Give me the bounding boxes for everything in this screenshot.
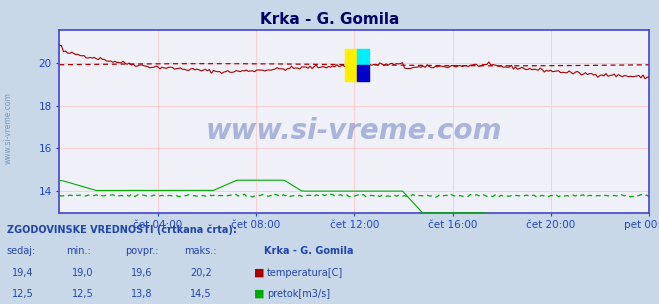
Text: www.si-vreme.com: www.si-vreme.com bbox=[3, 92, 13, 164]
Text: www.si-vreme.com: www.si-vreme.com bbox=[206, 117, 502, 145]
Text: Krka - G. Gomila: Krka - G. Gomila bbox=[264, 246, 353, 256]
Text: temperatura[C]: temperatura[C] bbox=[267, 268, 343, 278]
Text: pretok[m3/s]: pretok[m3/s] bbox=[267, 289, 330, 299]
Text: ■: ■ bbox=[254, 268, 264, 278]
Text: min.:: min.: bbox=[66, 246, 91, 256]
Bar bbox=[357, 49, 369, 65]
Text: 14,5: 14,5 bbox=[190, 289, 212, 299]
Text: maks.:: maks.: bbox=[185, 246, 217, 256]
Text: 19,4: 19,4 bbox=[13, 268, 34, 278]
Text: povpr.:: povpr.: bbox=[125, 246, 159, 256]
Text: ■: ■ bbox=[254, 289, 264, 299]
Bar bbox=[357, 65, 369, 81]
Text: Krka - G. Gomila: Krka - G. Gomila bbox=[260, 12, 399, 27]
Text: sedaj:: sedaj: bbox=[7, 246, 36, 256]
Text: 12,5: 12,5 bbox=[71, 289, 94, 299]
Bar bbox=[345, 49, 357, 81]
Text: 20,2: 20,2 bbox=[190, 268, 212, 278]
Text: 19,0: 19,0 bbox=[72, 268, 93, 278]
Text: ZGODOVINSKE VREDNOSTI (črtkana črta):: ZGODOVINSKE VREDNOSTI (črtkana črta): bbox=[7, 225, 237, 236]
Text: 19,6: 19,6 bbox=[131, 268, 152, 278]
Text: 12,5: 12,5 bbox=[12, 289, 34, 299]
Text: 13,8: 13,8 bbox=[131, 289, 152, 299]
